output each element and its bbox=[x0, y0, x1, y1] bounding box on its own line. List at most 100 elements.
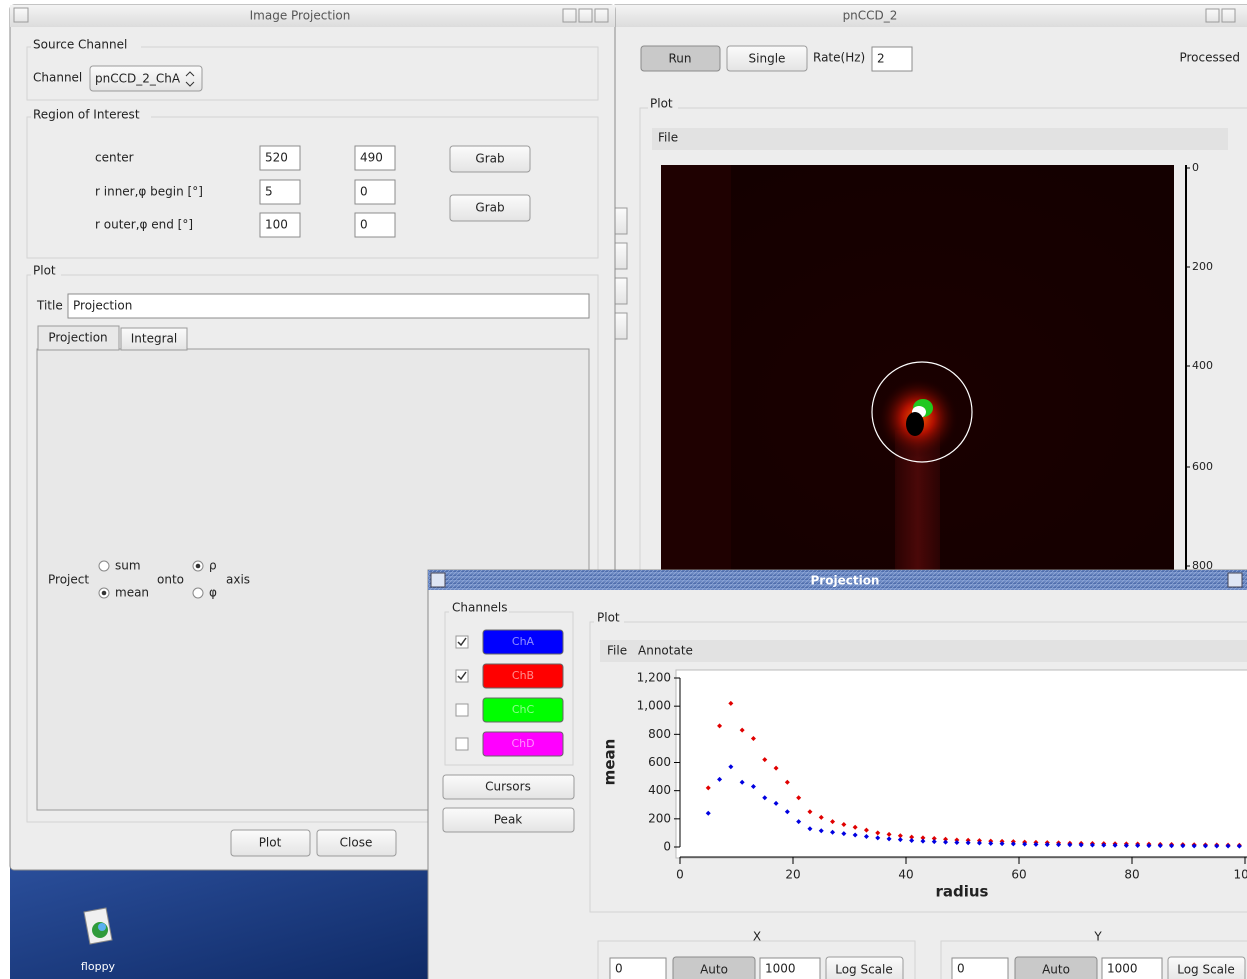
title-value[interactable]: Projection bbox=[73, 299, 132, 313]
button-label[interactable]: Grab bbox=[475, 152, 504, 166]
icon-label[interactable]: floppy bbox=[81, 960, 116, 973]
channel-label: Channel bbox=[33, 71, 82, 85]
menu-item[interactable]: File bbox=[658, 131, 678, 145]
row-label: r outer,φ end [°] bbox=[95, 218, 193, 232]
plot-area bbox=[676, 670, 1247, 858]
input-value[interactable]: 0 bbox=[615, 962, 623, 976]
x-tick-label: 0 bbox=[676, 868, 684, 882]
hidden-button[interactable] bbox=[615, 278, 627, 304]
y-tick-label: 1,200 bbox=[637, 671, 671, 685]
button-label[interactable]: Plot bbox=[259, 836, 282, 850]
radio-dot bbox=[196, 564, 201, 569]
menu-item[interactable]: File bbox=[607, 644, 627, 658]
y-tick-label: 600 bbox=[648, 755, 671, 769]
group-label: X bbox=[753, 930, 761, 944]
group-label: Plot bbox=[597, 611, 620, 625]
hidden-button[interactable] bbox=[615, 243, 627, 269]
window-title: Image Projection bbox=[250, 9, 351, 23]
tab-label[interactable]: Projection bbox=[48, 331, 107, 345]
axis-label: axis bbox=[226, 573, 250, 587]
channel-name[interactable]: ChC bbox=[512, 703, 535, 716]
radio-label[interactable]: ρ bbox=[209, 559, 217, 573]
checkbox[interactable] bbox=[456, 670, 468, 682]
row-label: center bbox=[95, 151, 134, 165]
radio[interactable] bbox=[99, 561, 109, 571]
window-menu-button[interactable] bbox=[14, 8, 28, 22]
row-label: r inner,φ begin [°] bbox=[95, 185, 203, 199]
input-value[interactable]: 100 bbox=[265, 218, 288, 232]
button-label[interactable]: Auto bbox=[700, 963, 728, 977]
window-title: pnCCD_2 bbox=[843, 9, 898, 23]
maximize-button[interactable] bbox=[579, 9, 592, 22]
input-value[interactable]: 0 bbox=[360, 185, 368, 199]
window-menu-button[interactable] bbox=[431, 573, 445, 587]
title-input[interactable] bbox=[68, 294, 589, 318]
x-tick-label: 20 bbox=[785, 868, 800, 882]
group-label: Plot bbox=[33, 264, 56, 278]
input-value[interactable]: 0 bbox=[957, 962, 965, 976]
radio-label[interactable]: φ bbox=[209, 586, 217, 600]
radio[interactable] bbox=[193, 588, 203, 598]
desktop-background bbox=[10, 868, 430, 979]
group-label: Plot bbox=[650, 97, 673, 111]
group-label: Channels bbox=[452, 601, 508, 615]
screen: floppy pnCCD_2 Run Single Rate(Hz) 2 Pro… bbox=[0, 0, 1247, 979]
input-value[interactable]: 1000 bbox=[1107, 962, 1138, 976]
button-label[interactable]: Auto bbox=[1042, 963, 1070, 977]
rate-value[interactable]: 2 bbox=[877, 52, 885, 66]
x-tick-label: 40 bbox=[898, 868, 913, 882]
menu-bar bbox=[600, 640, 1247, 662]
input-value[interactable]: 0 bbox=[360, 218, 368, 232]
channel-name[interactable]: ChA bbox=[512, 635, 535, 648]
hidden-button[interactable] bbox=[615, 208, 627, 234]
close-button[interactable] bbox=[595, 9, 608, 22]
maximize-button[interactable] bbox=[1222, 9, 1235, 22]
checkbox[interactable] bbox=[456, 636, 468, 648]
y-tick-label: 800 bbox=[648, 727, 671, 741]
menu-item[interactable]: Annotate bbox=[638, 644, 693, 658]
input-value[interactable]: 490 bbox=[360, 151, 383, 165]
checkbox[interactable] bbox=[456, 738, 468, 750]
input-value[interactable]: 1000 bbox=[765, 962, 796, 976]
rate-label: Rate(Hz) bbox=[813, 51, 865, 65]
radio-label[interactable]: sum bbox=[115, 559, 141, 573]
project-label: Project bbox=[48, 573, 89, 587]
projection-window: Projection Channels ChA ChB ChC ChD Cursors… bbox=[428, 570, 1247, 979]
button-label[interactable]: Close bbox=[340, 836, 373, 850]
minimize-button[interactable] bbox=[1228, 573, 1242, 587]
minimize-button[interactable] bbox=[563, 9, 576, 22]
minimize-button[interactable] bbox=[1206, 9, 1219, 22]
pnccd-window: pnCCD_2 Run Single Rate(Hz) 2 Processed … bbox=[615, 5, 1247, 578]
hidden-button[interactable] bbox=[615, 313, 627, 339]
tick-label: 600 bbox=[1192, 460, 1213, 473]
y-tick-label: 0 bbox=[663, 840, 671, 854]
radio-label[interactable]: mean bbox=[115, 586, 149, 600]
combo-value[interactable]: pnCCD_2_ChA bbox=[95, 72, 181, 86]
y-tick-label: 1,000 bbox=[637, 699, 671, 713]
input-value[interactable]: 520 bbox=[265, 151, 288, 165]
x-axis-label: radius bbox=[935, 883, 988, 901]
onto-label: onto bbox=[157, 573, 184, 587]
tab-label[interactable]: Integral bbox=[131, 332, 177, 346]
tick-label: 200 bbox=[1192, 260, 1213, 273]
button-label[interactable]: Grab bbox=[475, 201, 504, 215]
body: floppy pnCCD_2 Run Single Rate(Hz) 2 Pro… bbox=[0, 0, 1247, 979]
button-label[interactable]: Log Scale bbox=[835, 963, 893, 977]
button-label[interactable]: Run bbox=[668, 52, 691, 66]
title-bar bbox=[615, 5, 1247, 27]
window-title: Projection bbox=[811, 574, 880, 588]
y-axis-label: mean bbox=[601, 739, 619, 786]
checkbox[interactable] bbox=[456, 704, 468, 716]
x-tick-label: 100 bbox=[1234, 868, 1247, 882]
button-label[interactable]: Peak bbox=[494, 813, 523, 827]
page: Image Projection { "image_projection": {… bbox=[0, 0, 1247, 979]
button-label[interactable]: Single bbox=[749, 52, 786, 66]
channel-name[interactable]: ChD bbox=[511, 737, 534, 750]
channel-name[interactable]: ChB bbox=[512, 669, 534, 682]
x-tick-label: 80 bbox=[1124, 868, 1139, 882]
button-label[interactable]: Log Scale bbox=[1177, 963, 1235, 977]
title-label: Title bbox=[36, 299, 63, 313]
status: Processed bbox=[1179, 51, 1240, 65]
button-label[interactable]: Cursors bbox=[485, 780, 531, 794]
input-value[interactable]: 5 bbox=[265, 185, 273, 199]
